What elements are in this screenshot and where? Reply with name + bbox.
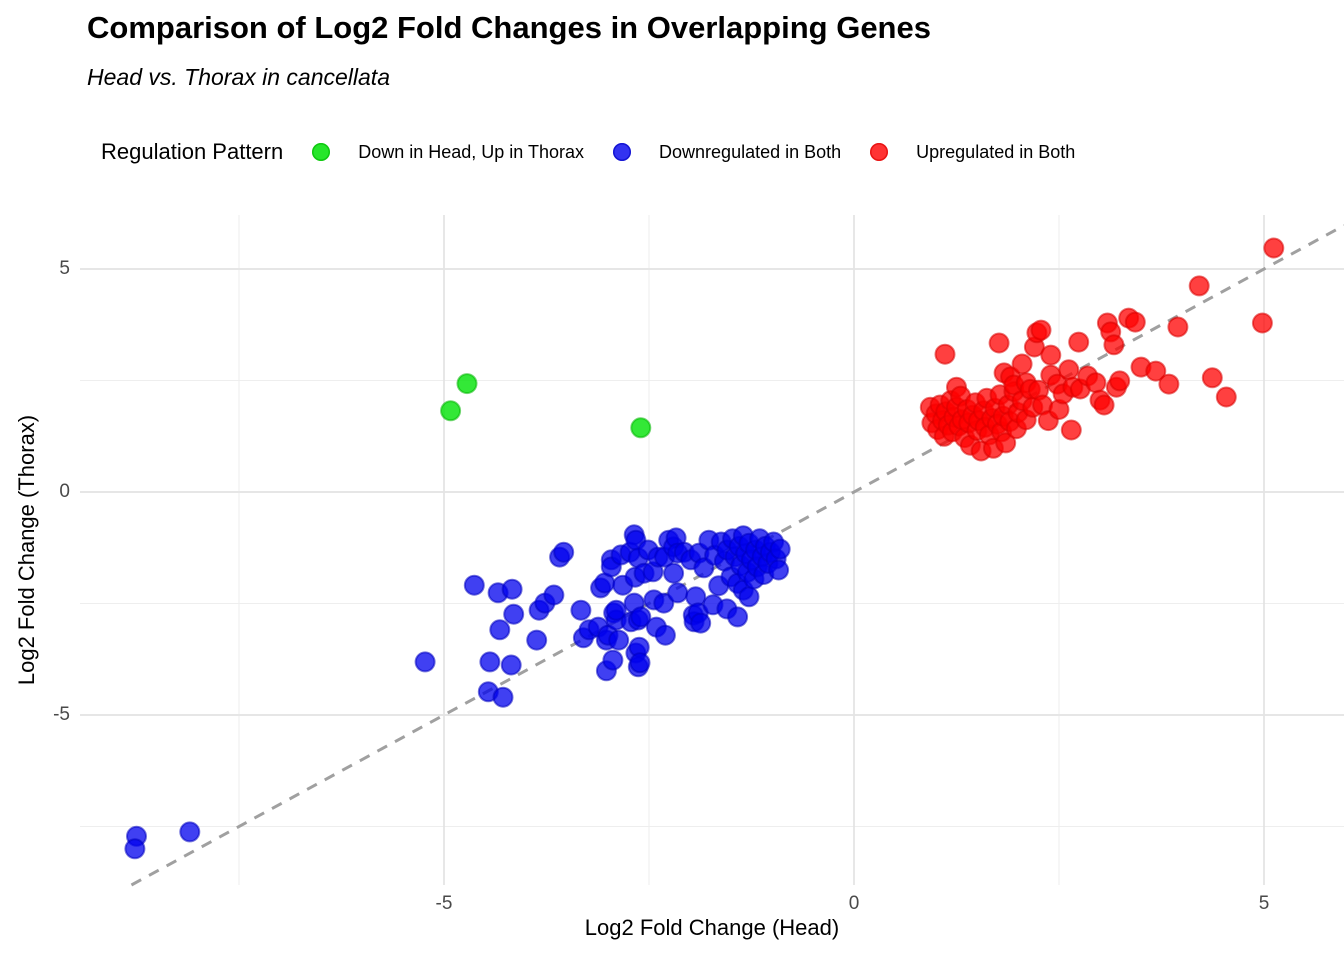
data-point	[414, 651, 436, 673]
data-point	[654, 624, 676, 646]
data-point	[1215, 386, 1237, 408]
data-point	[553, 541, 575, 563]
legend-title: Regulation Pattern	[101, 139, 284, 164]
legend-item-label: Downregulated in Both	[659, 141, 842, 162]
data-point	[479, 651, 501, 673]
data-point	[630, 417, 652, 439]
data-point	[653, 592, 675, 614]
data-point	[1251, 312, 1273, 334]
y-axis-title: Log2 Fold Change (Thorax)	[14, 414, 39, 686]
data-point	[605, 599, 627, 621]
data-point	[995, 432, 1017, 454]
data-point	[543, 584, 565, 606]
data-point	[1145, 360, 1167, 382]
data-point	[1167, 316, 1189, 338]
data-point	[1085, 372, 1107, 394]
x-tick-label: 0	[848, 893, 860, 914]
legend-item-2: Downregulated in Both	[613, 142, 841, 163]
legend-key-dot	[613, 143, 632, 161]
legend-item-label: Upregulated in Both	[916, 141, 1076, 162]
y-tick-label: -5	[53, 704, 70, 725]
data-point	[500, 654, 522, 676]
x-tick-label: -5	[435, 893, 453, 914]
data-point	[456, 373, 478, 395]
data-point	[1060, 419, 1082, 441]
data-point	[768, 559, 790, 581]
data-point	[503, 603, 525, 625]
legend-key-dot	[312, 143, 331, 161]
data-point	[1201, 367, 1223, 389]
data-point	[727, 606, 749, 628]
chart-subtitle: Head vs. Thorax in cancellata	[87, 64, 390, 90]
data-point	[1040, 344, 1062, 366]
data-point	[629, 652, 651, 674]
data-point	[1158, 373, 1180, 395]
data-point	[489, 619, 511, 641]
legend-item-1: Down in Head, Up in Thorax	[312, 142, 584, 163]
data-point	[526, 629, 548, 651]
data-point	[570, 599, 592, 621]
data-point	[124, 838, 146, 860]
data-point	[667, 582, 689, 604]
y-tick-label: 5	[59, 258, 70, 279]
data-point	[1011, 353, 1033, 375]
data-point	[179, 821, 201, 843]
data-point	[630, 606, 652, 628]
data-point	[1103, 334, 1125, 356]
data-point	[1030, 319, 1052, 341]
legend-item-label: Down in Head, Up in Thorax	[358, 141, 585, 162]
data-point	[1109, 370, 1131, 392]
data-point	[463, 574, 485, 596]
x-axis-title: Log2 Fold Change (Head)	[584, 915, 840, 940]
data-point	[934, 343, 956, 365]
legend-key-dot	[870, 143, 889, 161]
data-point	[1058, 359, 1080, 381]
y-tick-label: 0	[59, 481, 70, 502]
data-point	[501, 578, 523, 600]
data-point	[1188, 275, 1210, 297]
data-point	[602, 649, 624, 671]
data-point	[769, 538, 791, 560]
data-point	[663, 562, 685, 584]
x-tick-label: 5	[1258, 893, 1270, 914]
data-point	[1124, 311, 1146, 333]
data-point	[690, 612, 712, 634]
data-point	[608, 629, 630, 651]
data-point	[440, 400, 462, 422]
data-point	[1093, 394, 1115, 416]
data-point	[492, 686, 514, 708]
data-point	[1263, 237, 1285, 259]
data-point	[1068, 331, 1090, 353]
data-point	[988, 332, 1010, 354]
chart-title: Comparison of Log2 Fold Changes in Overl…	[87, 10, 931, 45]
legend: Regulation Pattern Down in Head, Up in T…	[101, 133, 1075, 171]
data-point	[738, 586, 760, 608]
legend-item-3: Upregulated in Both	[870, 142, 1075, 163]
